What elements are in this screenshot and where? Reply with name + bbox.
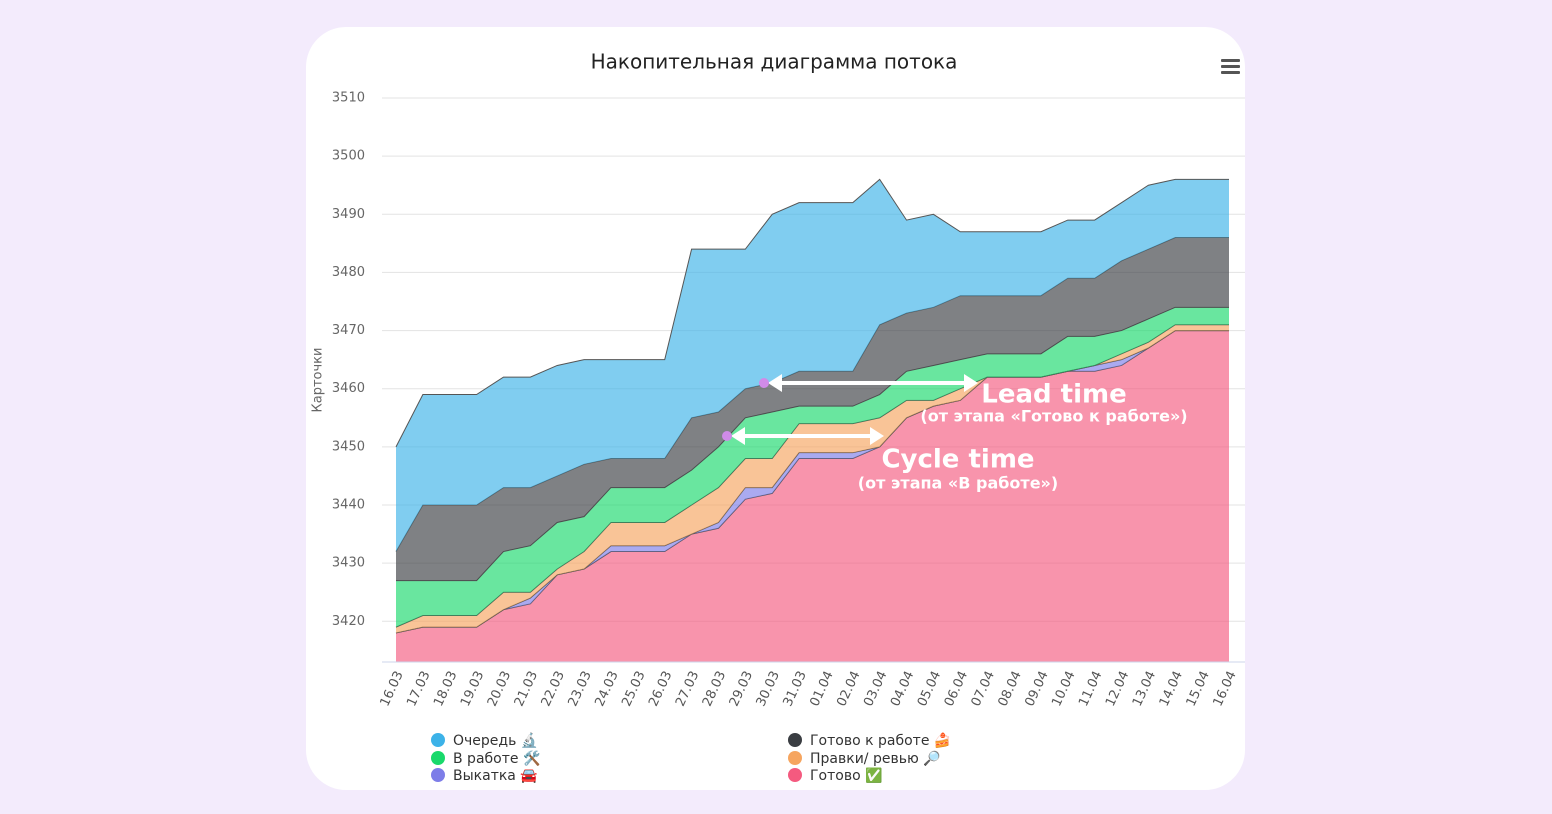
- menu-icon[interactable]: [1221, 59, 1240, 74]
- x-tick-label: 11.04: [1076, 669, 1105, 709]
- x-tick-label: 06.04: [942, 669, 971, 709]
- y-axis-label: Карточки: [311, 348, 326, 413]
- legend-marker: [431, 768, 445, 782]
- x-tick-label: 16.04: [1210, 669, 1239, 709]
- x-tick-label: 17.03: [404, 669, 433, 709]
- x-tick-label: 10.04: [1049, 669, 1078, 709]
- y-tick-label: 3510: [332, 91, 365, 106]
- legend-label: Готово ✅: [810, 767, 883, 784]
- x-tick-label: 27.03: [673, 669, 702, 709]
- x-tick-label: 01.04: [807, 669, 836, 709]
- x-tick-label: 21.03: [512, 669, 541, 709]
- area: [396, 330, 1229, 662]
- y-tick-label: 3430: [332, 556, 365, 571]
- x-tick-label: 07.04: [969, 669, 998, 709]
- x-tick-label: 23.03: [566, 669, 595, 709]
- y-tick-label: 3450: [332, 439, 365, 454]
- x-tick-label: 22.03: [539, 669, 568, 709]
- x-tick-label: 30.03: [754, 669, 783, 709]
- y-tick-label: 3500: [332, 149, 365, 164]
- x-tick-label: 19.03: [458, 669, 487, 709]
- x-tick-label: 03.04: [861, 669, 890, 709]
- area: [396, 307, 1229, 628]
- x-tick-label: 18.03: [431, 669, 460, 709]
- arrow-head: [768, 374, 782, 392]
- x-tick-label: 13.04: [1130, 669, 1159, 709]
- legend-marker: [788, 751, 802, 765]
- y-tick-label: 3440: [332, 498, 365, 513]
- annotation: Lead time: [981, 380, 1126, 410]
- annotation: (от этапа «Готово к работе»): [920, 407, 1187, 426]
- chart-title: Накопительная диаграмма потока: [591, 50, 958, 74]
- legend-label: Готово к работе 🍰: [810, 732, 951, 749]
- area: [396, 179, 1229, 552]
- legend-marker: [431, 751, 445, 765]
- y-tick-label: 3490: [332, 207, 365, 222]
- x-tick-label: 25.03: [619, 669, 648, 709]
- x-tick-label: 02.04: [834, 669, 863, 709]
- x-tick-label: 05.04: [915, 669, 944, 709]
- y-tick-label: 3480: [332, 265, 365, 280]
- x-tick-label: 15.04: [1184, 669, 1213, 709]
- x-tick-label: 29.03: [727, 669, 756, 709]
- area: [396, 237, 1229, 581]
- x-tick-label: 14.04: [1157, 669, 1186, 709]
- x-tick-label: 24.03: [592, 669, 621, 709]
- x-tick-label: 26.03: [646, 669, 675, 709]
- legend-label: Правки/ ревью 🔎: [810, 749, 941, 767]
- legend-marker: [788, 768, 802, 782]
- x-tick-label: 28.03: [700, 669, 729, 709]
- annotation: Cycle time: [881, 445, 1034, 475]
- x-tick-label: 20.03: [485, 669, 514, 709]
- x-tick-label: 04.04: [888, 669, 917, 709]
- arrow-head: [870, 427, 884, 445]
- arrow-head: [964, 374, 978, 392]
- legend-label: Выкатка 🚘: [453, 768, 538, 784]
- arrow-head: [731, 427, 745, 445]
- x-tick-label: 12.04: [1103, 669, 1132, 709]
- annotation: (от этапа «В работе»): [858, 474, 1058, 493]
- x-tick-label: 16.03: [377, 669, 406, 709]
- x-tick-label: 08.04: [996, 669, 1025, 709]
- legend-label: Очередь 🔬: [453, 731, 538, 749]
- y-tick-label: 3460: [332, 381, 365, 396]
- x-tick-label: 31.03: [781, 669, 810, 709]
- legend-label: В работе 🛠️: [453, 749, 540, 767]
- marker-dot: [759, 378, 769, 388]
- x-tick-label: 09.04: [1022, 669, 1051, 709]
- marker-dot: [722, 431, 732, 441]
- y-tick-label: 3420: [332, 614, 365, 629]
- legend-marker: [431, 733, 445, 747]
- area-edge: [395, 178, 1229, 448]
- y-tick-label: 3470: [332, 323, 365, 338]
- legend-marker: [788, 733, 802, 747]
